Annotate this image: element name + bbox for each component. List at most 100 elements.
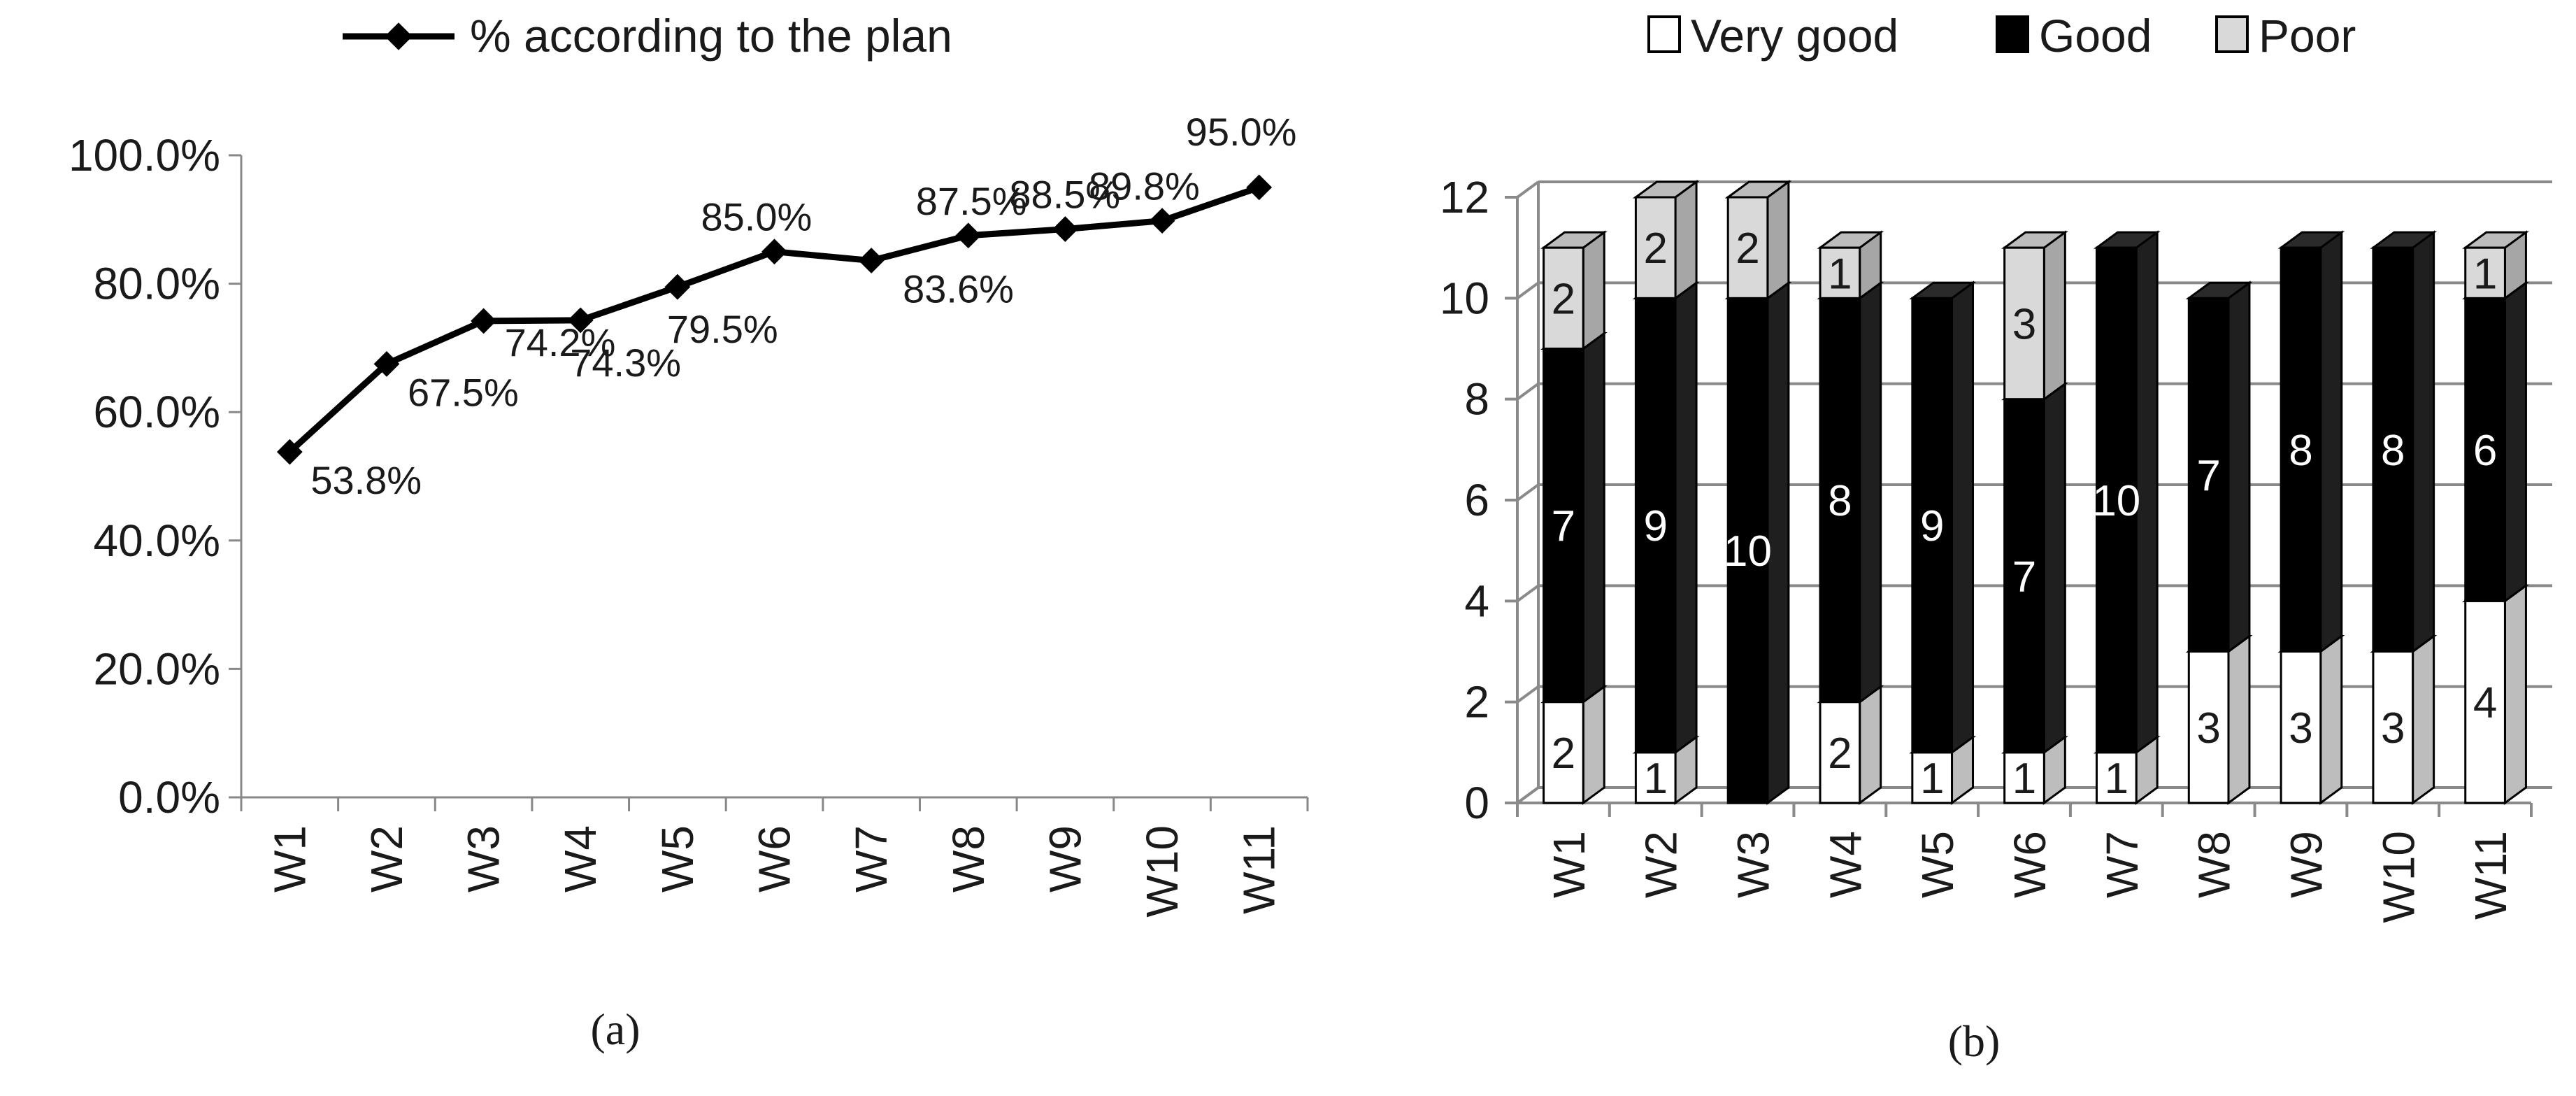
bar-segment-side — [2319, 634, 2343, 805]
x-tick-label-b: W2 — [1636, 831, 1687, 898]
bar-value-label: 9 — [1643, 502, 1667, 550]
legend-label-good: Good — [2039, 10, 2152, 62]
x-tick-label-a: W2 — [362, 825, 412, 892]
x-tick-label-a: W4 — [555, 825, 606, 892]
data-label-a: 74.2% — [505, 320, 616, 364]
bar-segment-side — [2503, 280, 2527, 604]
bar-segment-poor — [1543, 246, 1584, 350]
y-tick-label-b: 12 — [1440, 172, 1489, 222]
bar-value-label: 3 — [2289, 704, 2312, 753]
side-gridline-b — [1516, 584, 1540, 602]
x-tick-label-a: W3 — [459, 825, 509, 892]
bar-value-label: 1 — [2473, 250, 2497, 298]
bar-value-label: 7 — [2196, 452, 2220, 500]
legend-label-very-good: Very good — [1691, 10, 1898, 62]
x-tick-label-b: W1 — [1544, 831, 1594, 898]
bar-value-label: 9 — [1920, 502, 1944, 550]
data-point-marker — [471, 308, 496, 334]
bar-segment-poor — [1819, 246, 1861, 299]
bar-segment-side — [1582, 331, 1605, 704]
bar-value-label: 2 — [1552, 730, 1575, 778]
side-gridline-b — [1516, 483, 1540, 501]
bar-value-label: 10 — [2092, 477, 2140, 525]
bar-segment-good — [2095, 246, 2138, 754]
bar-value-label: 7 — [1552, 502, 1575, 550]
data-label-a: 89.8% — [1089, 164, 1200, 208]
bar-value-label: 1 — [2105, 755, 2128, 803]
bar-segment-side — [1582, 230, 1605, 351]
x-tick-label-b: W7 — [2097, 831, 2147, 898]
bar-segment-side — [1859, 280, 1882, 704]
x-tick-label-b: W10 — [2373, 831, 2424, 923]
data-point-marker — [858, 248, 885, 273]
y-tick-label-b: 2 — [1464, 677, 1489, 727]
bar-segment-very-good — [1911, 751, 1954, 804]
x-tick-label-b: W4 — [1820, 831, 1870, 898]
bar-segment-good — [1819, 297, 1861, 704]
legend-a: % according to the plan — [343, 10, 952, 62]
x-tick-label-a: W7 — [846, 825, 896, 892]
bar-value-label: 6 — [2473, 427, 2497, 475]
legend-swatch-poor — [2215, 15, 2249, 53]
bar-segment-very-good — [2003, 751, 2045, 804]
bar-segment-good — [2003, 398, 2045, 754]
x-tick-label-a: W6 — [750, 825, 800, 892]
x-tick-label-b: W11 — [2466, 831, 2516, 920]
y-tick-label-a: 20.0% — [94, 643, 220, 694]
bar-value-label: 10 — [1724, 527, 1772, 576]
y-tick-label-a: 40.0% — [94, 515, 220, 566]
x-tick-label-a: W11 — [1234, 825, 1285, 914]
bar-segment-side — [2227, 280, 2251, 654]
side-gridline-b — [1516, 281, 1540, 299]
bar-value-label: 4 — [2473, 679, 2497, 727]
bar-segment-side — [2227, 634, 2251, 805]
x-tick-label-b: W3 — [1729, 831, 1779, 898]
data-label-a: 87.5% — [916, 179, 1027, 223]
line-chart-a: % according to the plan 0.0% 20.0% 40.0% 60… — [69, 10, 1309, 1054]
x-tick-label-a: W9 — [1040, 825, 1090, 892]
bar-segment-good — [1726, 297, 1769, 804]
bar-value-label: 3 — [2381, 704, 2405, 753]
bar-segment-side — [2319, 230, 2343, 654]
data-label-a: 83.6% — [903, 267, 1014, 311]
side-gridline-b — [1516, 383, 1540, 401]
data-point-marker — [664, 273, 691, 300]
bar-segment-very-good — [2280, 650, 2322, 804]
bar-segment-good — [2372, 246, 2414, 653]
x-tick-label-b: W5 — [1912, 831, 1963, 898]
data-label-a: 67.5% — [408, 370, 519, 414]
bar-segment-good — [1543, 348, 1584, 704]
data-point-marker — [955, 222, 982, 249]
x-tick-label-b: W9 — [2281, 831, 2331, 898]
bar-segment-poor — [1726, 196, 1769, 299]
y-tick-label-b: 6 — [1464, 475, 1489, 525]
bar-segment-side — [2042, 230, 2066, 401]
x-tick-label-b: W8 — [2189, 831, 2240, 898]
legend-diamond-marker — [385, 22, 413, 50]
legend-swatch-very-good — [1647, 15, 1681, 53]
bar-segment-very-good — [2372, 650, 2414, 804]
data-point-marker — [373, 350, 400, 377]
bar-value-label: 2 — [1643, 225, 1667, 273]
bar-segment-very-good — [1543, 701, 1584, 804]
y-tick-label-a: 100.0% — [69, 130, 220, 180]
x-tick-label-a: W8 — [943, 825, 994, 892]
bar-value-label: 1 — [2012, 755, 2036, 803]
bar-segment-side — [2412, 230, 2435, 654]
x-tick-label-b: W6 — [2005, 831, 2055, 898]
y-tick-label-b: 4 — [1464, 576, 1489, 626]
bar-segment-side — [1951, 280, 1975, 755]
bar-segment-poor — [2003, 246, 2045, 401]
bar-segment-good — [2187, 297, 2230, 653]
bar-value-label: 1 — [1920, 755, 1944, 803]
data-point-marker — [567, 307, 594, 334]
bar-segment-good — [2280, 246, 2322, 653]
bar-segment-very-good — [2095, 751, 2138, 804]
side-gridline-b — [1516, 180, 1540, 199]
legend-b: Very good Good Poor — [1647, 10, 2356, 62]
legend-label-a: % according to the plan — [470, 10, 952, 62]
bar-segment-side — [1674, 180, 1698, 301]
bar-segment-poor — [2464, 246, 2506, 299]
